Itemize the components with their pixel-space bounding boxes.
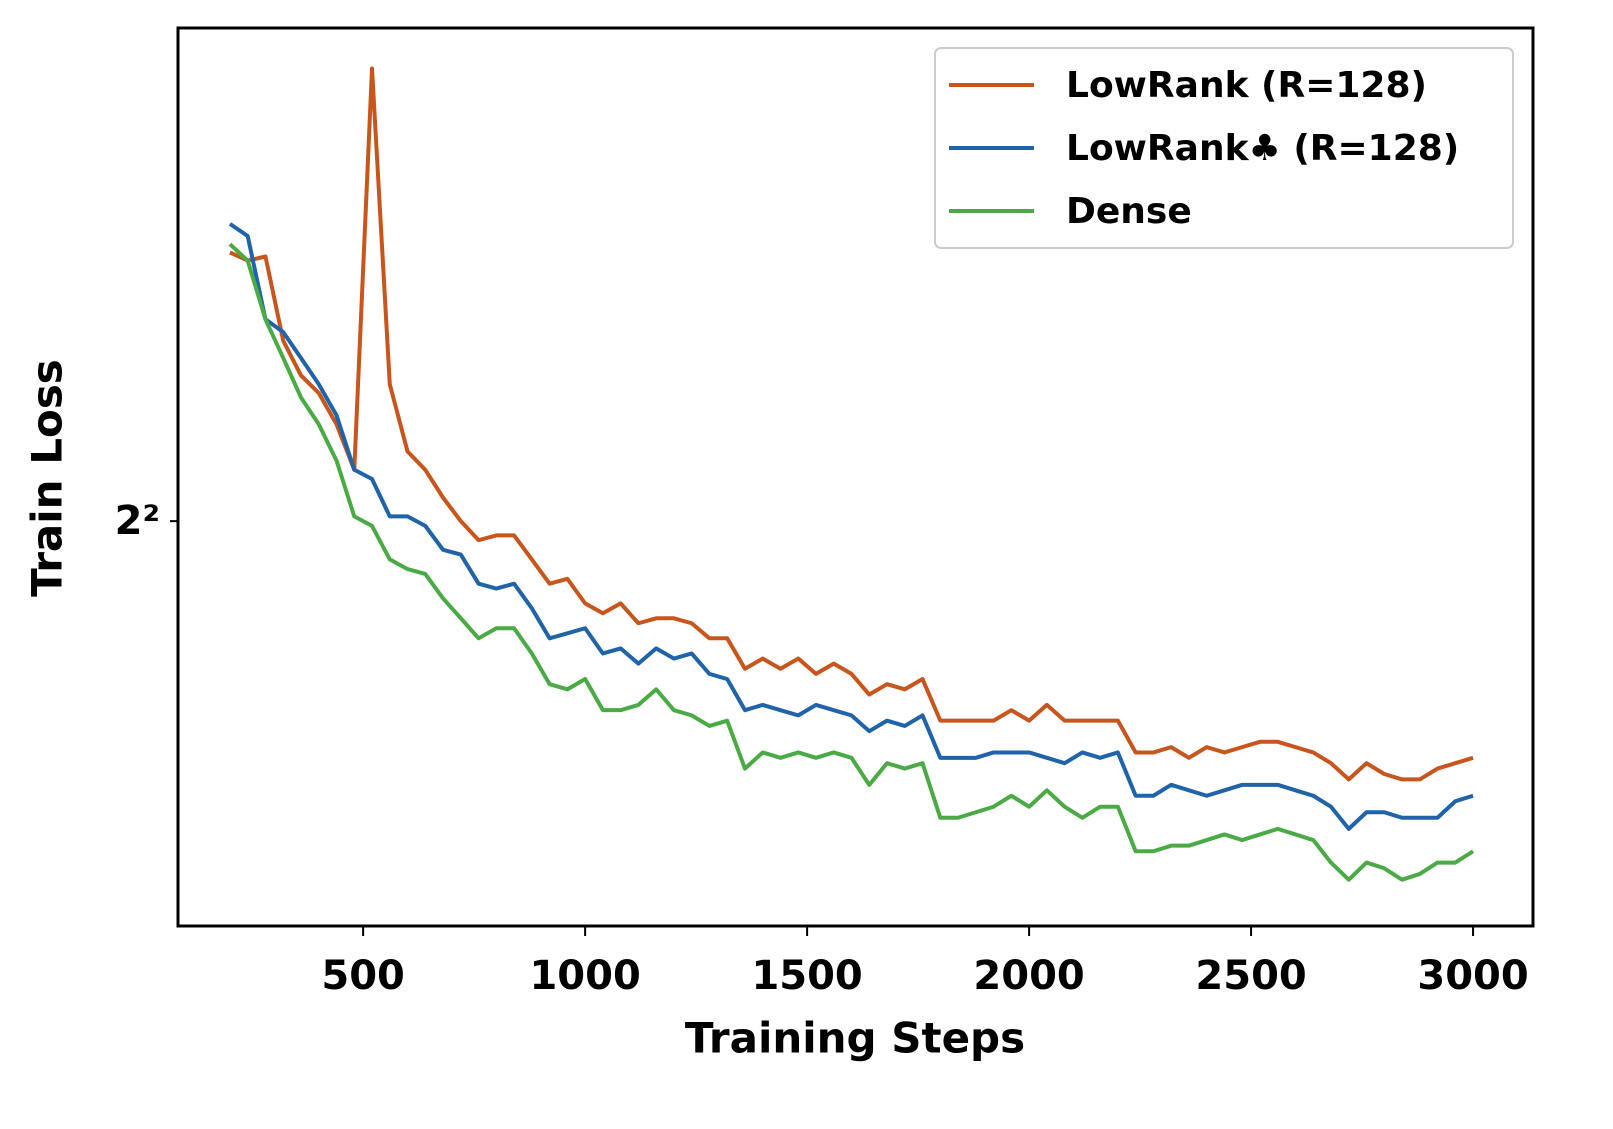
x-axis-label: Training Steps xyxy=(685,1014,1025,1063)
series-line xyxy=(228,242,1475,882)
legend-box xyxy=(934,47,1514,249)
x-tick-label: 1000 xyxy=(529,953,640,999)
x-tick-label: 500 xyxy=(321,953,405,999)
legend-label: LowRank (R=128) xyxy=(1066,65,1427,106)
axes-frame xyxy=(176,26,1535,928)
x-tick-label: 2500 xyxy=(1195,953,1306,999)
y-tick-label: 2² xyxy=(115,498,160,544)
legend-label: LowRank♣ (R=128) xyxy=(1066,128,1459,169)
x-tick-label: 1500 xyxy=(751,953,862,999)
series-line xyxy=(228,222,1474,831)
series-line xyxy=(229,66,1474,782)
x-tick-label: 2000 xyxy=(973,953,1084,999)
x-tick-label: 3000 xyxy=(1417,953,1528,999)
y-axis-label: Train Loss xyxy=(23,359,72,597)
legend-label: Dense xyxy=(1066,191,1192,232)
